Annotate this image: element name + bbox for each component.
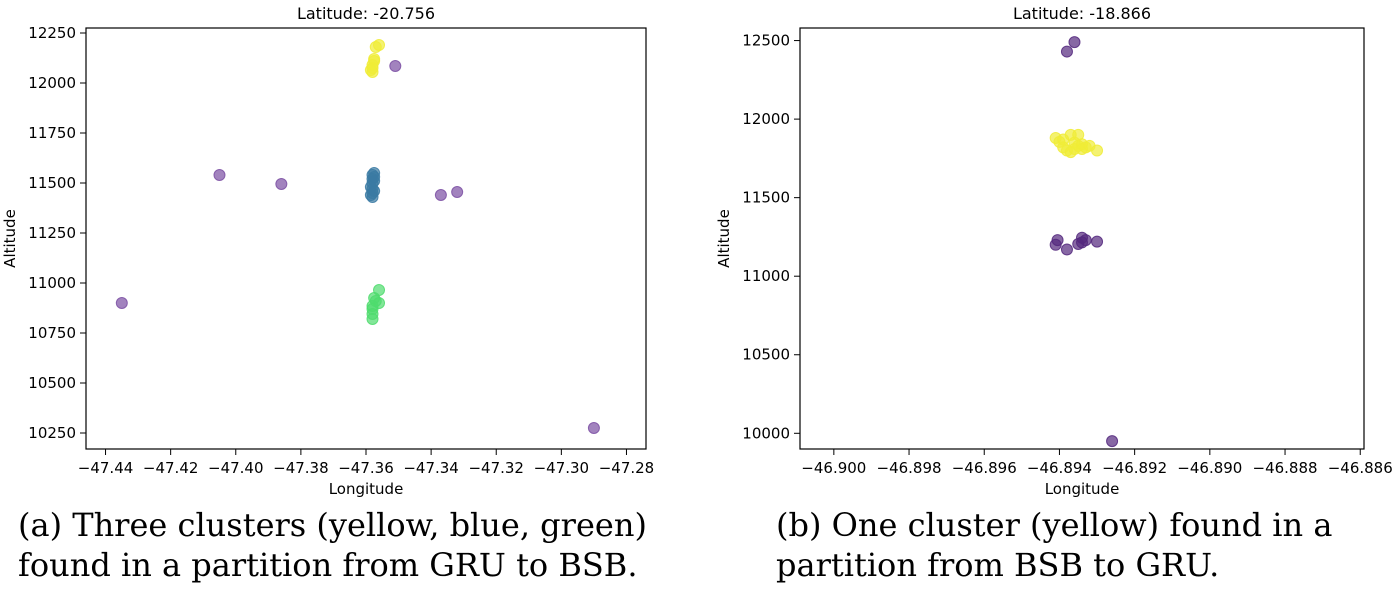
data-point-noise <box>1051 234 1064 247</box>
x-tick-label: −47.40 <box>208 459 264 477</box>
x-tick-label: −47.32 <box>468 459 524 477</box>
data-point-noise <box>1091 235 1104 248</box>
x-tick-label: −47.34 <box>403 459 459 477</box>
y-tick-label: 11750 <box>28 124 76 142</box>
y-tick-label: 12500 <box>742 32 790 50</box>
data-point-noise <box>1060 243 1073 256</box>
y-tick-label: 11500 <box>742 189 790 207</box>
x-tick-label: −46.896 <box>952 459 1017 477</box>
y-tick-label: 12000 <box>28 74 76 92</box>
data-point-noise <box>451 186 464 198</box>
data-point-noise <box>213 169 226 181</box>
data-point-noise <box>434 189 447 201</box>
chart-a-scatter: Latitude: -20.756 −47.44 −47.42 −47.40 −47.3… <box>1 4 655 498</box>
chart-b-scatter: Latitude: -18.866 −46.900 −46.898 −46.896 −4… <box>715 4 1393 498</box>
x-tick-label: −46.892 <box>1102 459 1167 477</box>
y-tick-label: 10750 <box>28 324 76 342</box>
data-point-yellow <box>364 64 377 76</box>
y-tick-label: 11500 <box>28 174 76 192</box>
data-point-blue <box>368 185 381 197</box>
data-point-noise <box>1079 234 1092 247</box>
y-axis-label: Altitude <box>1 209 19 268</box>
caption-b-line-2: partition from BSB to GRU. <box>776 546 1220 584</box>
data-point-noise <box>1068 36 1081 49</box>
panel-b: Latitude: -18.866 −46.900 −46.898 −46.896 −4… <box>698 0 1396 596</box>
x-tick-label: −47.28 <box>599 459 655 477</box>
data-point-green <box>373 297 386 309</box>
x-tick-label: −46.890 <box>1177 459 1242 477</box>
data-point-noise <box>587 422 600 434</box>
caption-a: (a) Three clusters (yellow, blue, green)… <box>18 505 708 585</box>
y-tick-label: 10250 <box>28 424 76 442</box>
y-tick-label: 10500 <box>742 346 790 364</box>
y-tick-label: 12000 <box>742 110 790 128</box>
data-point-yellow <box>368 53 381 65</box>
y-tick-label: 11250 <box>28 224 76 242</box>
y-tick-label: 11000 <box>28 274 76 292</box>
chart-a-title: Latitude: -20.756 <box>297 4 435 23</box>
data-point-blue <box>368 171 381 183</box>
plot-frame <box>85 27 647 450</box>
data-point-noise <box>1106 435 1119 448</box>
x-tick-label: −47.36 <box>338 459 394 477</box>
caption-b-line-1: (b) One cluster (yellow) found in a <box>776 506 1333 544</box>
x-axis-label: Longitude <box>1045 480 1120 498</box>
x-tick-label: −46.898 <box>877 459 942 477</box>
x-tick-label: −47.38 <box>273 459 329 477</box>
data-point-green <box>373 284 386 296</box>
x-tick-label: −47.42 <box>143 459 199 477</box>
y-tick-label: 12250 <box>28 24 76 42</box>
data-point-noise <box>115 297 128 309</box>
data-point-noise <box>275 178 288 190</box>
data-point-yellow <box>1091 144 1104 157</box>
data-point-noise <box>1060 45 1073 58</box>
x-tick-label: −46.888 <box>1253 459 1318 477</box>
data-point-yellow <box>373 39 386 51</box>
y-tick-label: 10500 <box>28 374 76 392</box>
x-tick-label: −46.900 <box>801 459 866 477</box>
plot-frame <box>799 27 1365 450</box>
x-tick-label: −46.894 <box>1027 459 1092 477</box>
y-tick-label: 11000 <box>742 267 790 285</box>
x-tick-label: −47.44 <box>78 459 134 477</box>
panel-a: Latitude: -20.756 −47.44 −47.42 −47.40 −47.3… <box>1 4 655 584</box>
x-tick-label: −47.30 <box>534 459 590 477</box>
x-axis-label: Longitude <box>329 480 404 498</box>
caption-a-line-2: found in a partition from GRU to BSB. <box>18 546 638 584</box>
caption-a-line-1: (a) Three clusters (yellow, blue, green) <box>18 506 647 544</box>
y-tick-label: 10000 <box>742 424 790 442</box>
y-axis-label: Altitude <box>715 209 733 268</box>
chart-b-title: Latitude: -18.866 <box>1013 4 1151 23</box>
caption-b: (b) One cluster (yellow) found in a part… <box>776 505 1396 585</box>
x-tick-label: −46.886 <box>1328 459 1393 477</box>
data-point-noise <box>389 60 402 72</box>
